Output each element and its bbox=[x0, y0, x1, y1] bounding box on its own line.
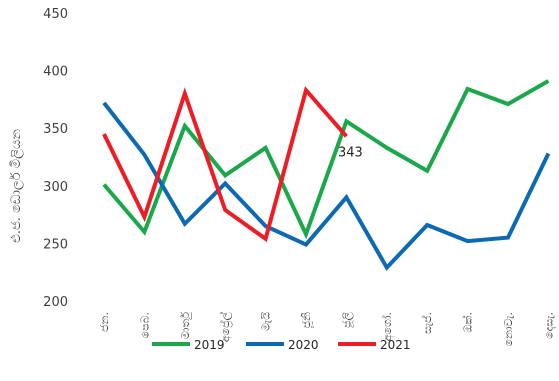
x-tick-label: මැයි bbox=[260, 312, 273, 331]
series-line-2021 bbox=[102, 86, 348, 243]
legend: 2019 2020 2021 bbox=[152, 338, 411, 352]
x-axis: ජන. පෙබ. මාර්තු අප්‍රේල් මැයි ජූනි ජූලි අගෝ. සැප… bbox=[98, 311, 555, 346]
legend-label-2020: 2020 bbox=[288, 338, 319, 352]
x-tick-label: අප්‍රේල් bbox=[218, 311, 233, 342]
series-line-2019 bbox=[102, 79, 550, 240]
x-tick-label: පෙබ. bbox=[138, 312, 151, 338]
y-axis-label: එ.ජ. ඩොලර් මිලියන bbox=[8, 129, 24, 243]
y-tick-label: 300 bbox=[43, 180, 68, 195]
x-tick-label: නොවැ. bbox=[502, 312, 515, 347]
legend-label-2019: 2019 bbox=[194, 338, 225, 352]
x-tick-label: ජන. bbox=[98, 312, 111, 332]
legend-label-2021: 2021 bbox=[380, 338, 411, 352]
y-tick-label: 350 bbox=[43, 122, 68, 137]
x-tick-label: ජූලි bbox=[340, 311, 354, 328]
x-tick-label: ඔක්. bbox=[460, 312, 474, 333]
y-tick-label: 400 bbox=[43, 65, 68, 80]
y-tick-label: 250 bbox=[43, 237, 68, 252]
x-tick-label: මාර්තු bbox=[179, 312, 192, 339]
y-tick-label: 450 bbox=[43, 7, 68, 22]
y-axis: 200 250 300 350 400 450 bbox=[43, 7, 68, 310]
series-line-2020 bbox=[102, 101, 551, 271]
x-tick-label: සැප්. bbox=[420, 312, 434, 334]
plot-lines bbox=[102, 79, 551, 271]
x-tick-label: දෙසැ. bbox=[542, 312, 555, 339]
x-tick-label: ජූනි bbox=[300, 312, 313, 329]
data-label: 343 bbox=[338, 145, 363, 160]
y-tick-label: 200 bbox=[43, 295, 68, 310]
x-tick-label: අගෝ. bbox=[380, 312, 395, 341]
data-labels: 343 bbox=[338, 145, 363, 160]
